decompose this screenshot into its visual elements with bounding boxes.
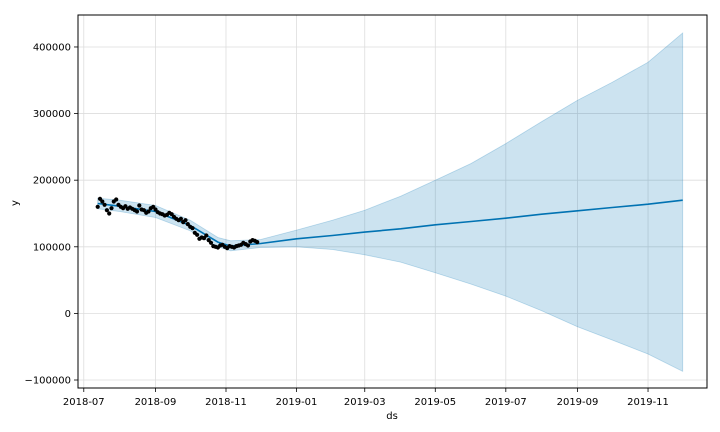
x-tick-label: 2018-09 [135,397,177,408]
x-tick-label: 2019-09 [557,397,599,408]
x-tick-label: 2019-01 [276,397,318,408]
observed-point [95,204,100,209]
y-tick-label: 200000 [33,176,71,187]
observed-point [183,218,188,223]
observed-points [95,196,260,251]
uncertainty-area [97,32,684,372]
observed-point [208,240,214,245]
observed-point [190,226,195,231]
observed-point [255,240,260,245]
observed-point [245,243,251,248]
observed-point [195,232,200,237]
uncertainty-band [97,32,684,372]
x-axis-label: ds [386,411,398,422]
observed-point [185,222,190,227]
y-tick-label: 0 [65,309,71,320]
observed-point [100,199,105,204]
x-tick-label: 2019-07 [485,397,527,408]
x-tick-label: 2018-07 [63,397,105,408]
observed-point [134,209,140,214]
x-tick-label: 2019-05 [414,397,456,408]
x-tick-label: 2019-11 [627,397,669,408]
y-axis-label: y [10,200,21,206]
y-axis-ticks: −100000 0 100000 200000 300000 400000 [24,42,78,387]
x-tick-label: 2019-03 [344,397,386,408]
grid-lines [78,15,707,388]
observed-point [109,206,114,211]
y-tick-label: 300000 [33,109,71,120]
observed-point [107,211,112,216]
y-tick-label: 400000 [33,42,71,53]
y-tick-label: −100000 [24,376,71,387]
y-tick-label: 100000 [33,242,71,253]
plot-frame [77,14,708,389]
x-tick-label: 2018-11 [205,397,247,408]
observed-point [137,203,142,208]
x-axis-ticks: 2018-07 2018-09 2018-11 2019-01 2019-03 2019-… [63,388,669,408]
observed-point [178,216,183,221]
observed-point [204,233,209,238]
observed-point [114,197,119,202]
observed-point [146,209,151,214]
observed-point [102,202,107,207]
observed-point [104,208,109,213]
